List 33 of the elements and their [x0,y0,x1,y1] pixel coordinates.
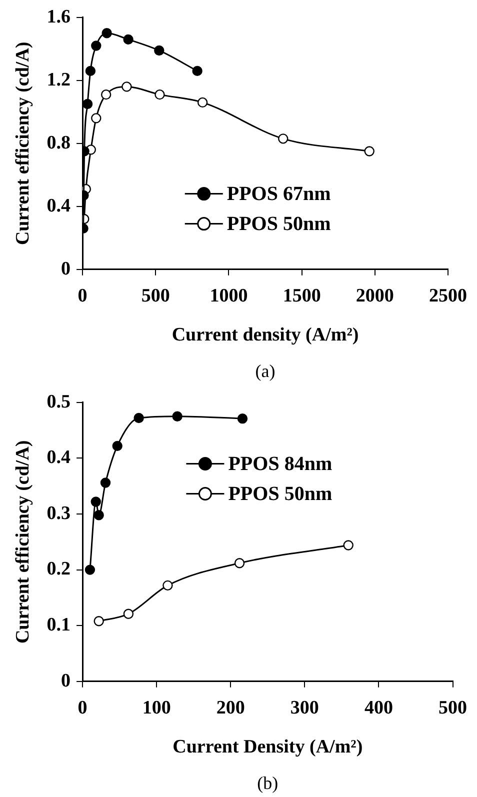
legend-label: PPOS 67nm [226,182,332,205]
y-tick-label: 0.4 [46,447,72,468]
x-tick-label: 300 [290,698,319,719]
y-tick-label: 0.3 [46,502,71,524]
x-tick-label: 0 [78,286,88,307]
y-tick-label: 1.2 [46,69,71,90]
y-tick-label: 0.1 [46,614,71,636]
y-tick-label: 1.6 [46,6,71,28]
y-tick-label: 0 [61,670,71,692]
x-tick-label: 400 [364,698,393,719]
y-tick-label: 0 [61,258,71,280]
legend-label: PPOS 50nm [228,482,332,505]
legend-label: PPOS 84nm [228,452,332,475]
x-tick-label: 200 [216,698,245,719]
y-tick-label: 0.5 [46,391,71,412]
x-axis-title: Current Density (A/m²) [172,736,363,758]
x-tick-label: 2500 [429,286,467,307]
text: (a) [255,361,276,381]
x-tick-label: 1000 [210,286,248,307]
y-tick-label: 0.4 [46,195,72,216]
x-tick-label: 500 [141,286,170,307]
y-tick-label: 0.2 [46,558,71,580]
x-tick-label: 500 [438,698,467,719]
y-axis-title: Current efficiency (cd/A) [12,42,34,246]
y-axis-title: Current efficiency (cd/A) [12,440,34,644]
x-tick-label: 2000 [356,286,394,307]
text: (b) [257,773,278,793]
legend-label: PPOS 50nm [226,212,332,235]
y-tick-label: 0.8 [46,132,71,154]
x-tick-label: 100 [142,698,171,719]
x-tick-label: 1500 [282,286,321,307]
x-axis-title: Current density (A/m²) [172,324,359,346]
x-tick-label: 0 [78,698,88,719]
